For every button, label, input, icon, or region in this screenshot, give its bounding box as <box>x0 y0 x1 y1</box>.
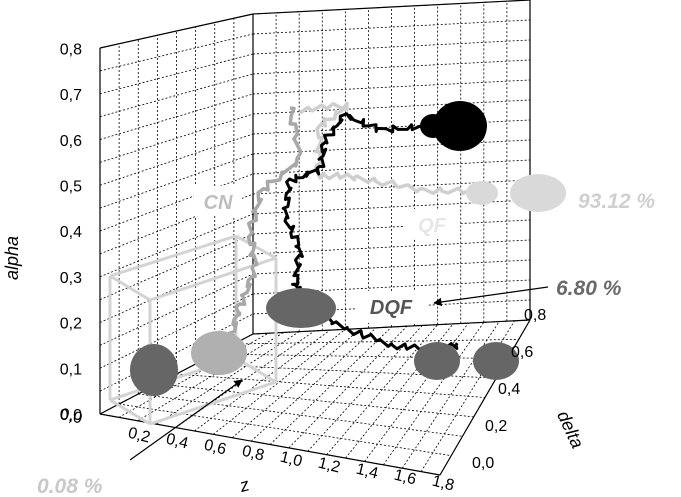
floor-grid <box>99 319 531 476</box>
x-tick-label: 0,0 <box>58 406 84 428</box>
dqf-start-blob-large <box>433 101 487 151</box>
floor-grid-line-delta <box>214 353 508 360</box>
x-tick-label: 1,8 <box>430 473 456 495</box>
floor-grid-line-delta <box>157 383 474 418</box>
side-grid-hline <box>99 173 254 232</box>
y-tick-label: 0,1 <box>60 361 82 378</box>
region-label-dqf: DQF <box>370 297 413 319</box>
dqf-trajectory-upper <box>281 112 432 304</box>
y-tick-label: 0,7 <box>60 87 82 104</box>
y-tick-label: 0,8 <box>60 41 82 58</box>
z-tick-label: 0,6 <box>511 344 533 361</box>
floor-grid-line-z <box>401 321 500 469</box>
z-tick-label: 0,2 <box>485 418 507 435</box>
arrow-dqf <box>433 286 549 307</box>
axis-frame-edge <box>99 413 441 476</box>
floor-grid-line-z <box>383 322 485 466</box>
annotation-dqf-percent: 6.80 % <box>556 277 622 300</box>
axis-frame-edge <box>252 0 531 15</box>
x-tick-label: 0,6 <box>202 437 228 459</box>
axis-frame-edge <box>99 13 254 49</box>
region-label-qf: QF <box>418 215 447 237</box>
side-grid-hline <box>99 213 254 278</box>
region-label-background <box>357 291 427 323</box>
floor-grid-line-delta <box>233 338 519 345</box>
floor-grid-line-z <box>326 324 438 455</box>
cn-cube-edge <box>149 380 277 426</box>
floor-grid-line-delta <box>176 373 486 398</box>
floor-grid-line-z <box>213 329 346 435</box>
annotation-cn-percent: 0.08 % <box>37 475 103 497</box>
cn-cube-edge <box>235 234 277 260</box>
x-tick-label: 0,8 <box>240 443 266 465</box>
side-grid-hline <box>99 293 254 369</box>
annotation-arrows <box>129 286 549 461</box>
y-axis-title: alpha <box>2 236 22 280</box>
x-tick-label: 1,4 <box>354 461 380 483</box>
region-label-cn: CN <box>204 192 233 214</box>
cn-blob-light <box>191 331 247 375</box>
axis-tick-labels: 0,0 0,1 0,2 0,3 0,4 0,5 0,6 0,7 0,8 0,0 0,2 0,4 0,6 0… <box>58 41 546 494</box>
side-grid-hline <box>99 133 254 186</box>
qf-end-blob-large <box>510 174 566 212</box>
y-tick-label: 0,0 <box>60 407 82 424</box>
dqf-right-blob-left <box>414 342 460 380</box>
y-tick-label: 0,3 <box>60 270 82 287</box>
dqf-start-blob-small <box>420 114 446 138</box>
arrow-cn <box>129 379 243 461</box>
cn-cube-edge <box>109 234 237 278</box>
x-axis-title: z <box>237 474 252 496</box>
cn-cube-edge <box>109 274 151 302</box>
side-grid-hline <box>99 313 254 392</box>
floor-grid-line-delta <box>138 393 463 437</box>
cn-cube-edge <box>109 398 151 426</box>
side-grid-hline <box>99 113 254 163</box>
axis-frame-edge <box>252 319 531 335</box>
region-label-backgrounds <box>194 186 459 323</box>
x-tick-label: 0,4 <box>164 431 190 453</box>
floor-grid-line-z <box>137 332 284 422</box>
side-grid-hline <box>99 273 254 346</box>
cn-trajectory <box>227 106 303 344</box>
z-tick-label: 0,8 <box>524 307 546 324</box>
side-grid-hline <box>99 73 254 118</box>
trajectories <box>108 101 484 426</box>
dqf-right-blob-right <box>473 342 519 380</box>
floor-grid-line-delta <box>119 403 452 457</box>
floor-grid-line-z <box>345 323 454 459</box>
dqf-center-blob <box>266 288 336 328</box>
cn-blob-dark <box>130 344 178 396</box>
x-tick-label: 1,2 <box>316 455 342 477</box>
x-tick-label: 1,0 <box>278 449 304 471</box>
y-tick-label: 0,4 <box>60 224 82 241</box>
y-tick-label: 0,6 <box>60 133 82 150</box>
marker-blobs <box>130 101 566 396</box>
qf-trajectory <box>299 101 484 197</box>
axes-frame <box>99 0 531 476</box>
floor-grid-line-z <box>269 326 392 445</box>
y-tick-label: 0,2 <box>60 316 82 333</box>
region-label-background <box>405 209 459 239</box>
y-tick-label: 0,5 <box>60 179 82 196</box>
qf-end-blob-small <box>466 181 498 205</box>
side-grid-hline <box>99 93 254 140</box>
region-label-background <box>194 186 242 216</box>
axis-frame-edge <box>439 319 531 476</box>
x-tick-label: 1,6 <box>392 467 418 489</box>
z-axis-title: delta <box>553 408 588 452</box>
x-tick-label: 0,2 <box>126 425 152 447</box>
side-grid-hline <box>99 153 254 209</box>
annotation-qf-percent: 93.12 % <box>578 190 655 213</box>
z-tick-label: 0,0 <box>472 455 494 472</box>
z-tick-label: 0,4 <box>498 381 520 398</box>
